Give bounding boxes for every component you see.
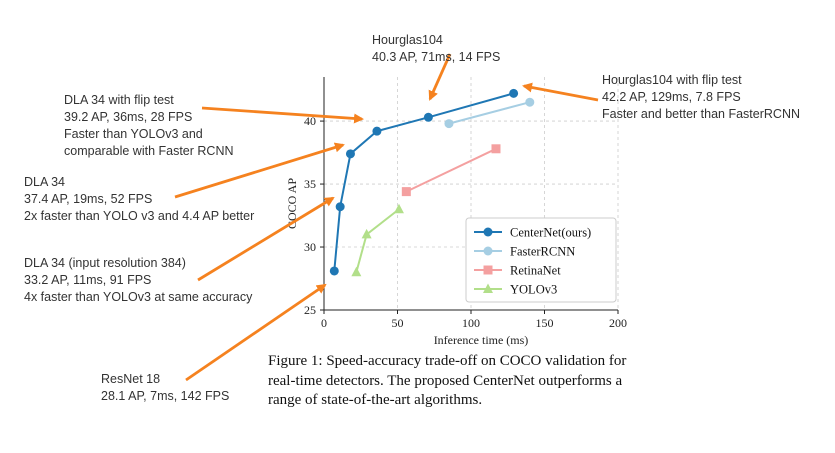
annotation-arrows bbox=[174, 53, 599, 382]
annotation-dla-flip: DLA 34 with flip test 39.2 AP, 36ms, 28 F… bbox=[64, 93, 234, 158]
data-point bbox=[372, 126, 382, 136]
annotation-line: 33.2 AP, 11ms, 91 FPS bbox=[24, 273, 151, 287]
x-tick-label: 150 bbox=[536, 316, 554, 330]
data-point bbox=[401, 187, 411, 197]
annotation-line: 2x faster than YOLO v3 and 4.4 AP better bbox=[24, 209, 254, 223]
legend-swatch-marker bbox=[483, 246, 493, 256]
annotation-line: comparable with Faster RCNN bbox=[64, 144, 234, 158]
data-point bbox=[491, 144, 501, 154]
series-line bbox=[405, 147, 497, 193]
x-tick-label: 100 bbox=[462, 316, 480, 330]
legend-label: YOLOv3 bbox=[510, 283, 557, 297]
legend-box bbox=[465, 217, 617, 303]
y-tick-label: 40 bbox=[304, 114, 316, 128]
annotation-line: Hourglas104 bbox=[372, 33, 443, 47]
annotation-line: Faster than YOLOv3 and bbox=[64, 127, 203, 141]
annotation-line: Hourglas104 with flip test bbox=[602, 73, 742, 87]
data-point bbox=[361, 228, 372, 239]
legend: CenterNet(ours) FasterRCNN RetinaNet YOLOv3 bbox=[465, 217, 617, 303]
data-point bbox=[444, 119, 454, 129]
series-yolov3 bbox=[351, 203, 404, 277]
arrow-resnet bbox=[185, 283, 327, 382]
annotation-line: 40.3 AP, 71ms, 14 FPS bbox=[372, 50, 500, 64]
series-line bbox=[333, 92, 514, 272]
annotation-line: 42.2 AP, 129ms, 7.8 FPS bbox=[602, 90, 741, 104]
x-tick-label: 50 bbox=[392, 316, 404, 330]
data-point bbox=[335, 202, 345, 212]
legend-swatch-marker bbox=[483, 283, 493, 293]
annotation-resnet: ResNet 18 28.1 AP, 7ms, 142 FPS bbox=[101, 372, 229, 403]
series-fasterrcnn bbox=[444, 97, 535, 129]
arrow-hourglass-flip bbox=[522, 82, 599, 102]
data-point bbox=[423, 112, 433, 122]
data-point bbox=[525, 97, 535, 107]
caption-line-2: real-time detectors. The proposed Center… bbox=[268, 372, 623, 389]
legend-swatch-marker bbox=[483, 227, 493, 237]
legend-label: CenterNet(ours) bbox=[510, 226, 591, 240]
data-point bbox=[351, 266, 362, 277]
figure-caption: Figure 1: Speed-accuracy trade-off on CO… bbox=[268, 352, 808, 411]
annotation-hourglass: Hourglas104 40.3 AP, 71ms, 14 FPS bbox=[372, 33, 500, 64]
annotation-line: 4x faster than YOLOv3 at same accuracy bbox=[24, 290, 253, 304]
data-point bbox=[393, 203, 404, 214]
series-line bbox=[448, 101, 531, 125]
caption-line-3: range of state-of-the-art algorithms. bbox=[268, 392, 483, 408]
series-line bbox=[355, 208, 400, 273]
annotation-line: DLA 34 (input resolution 384) bbox=[24, 256, 186, 270]
x-tick-label: 200 bbox=[609, 316, 627, 330]
data-point bbox=[329, 266, 339, 276]
y-tick-label: 35 bbox=[304, 177, 316, 191]
annotation-line: 37.4 AP, 19ms, 52 FPS bbox=[24, 192, 152, 206]
arrow-dla-384 bbox=[197, 196, 335, 282]
x-axis-label: Inference time (ms) bbox=[434, 333, 529, 347]
caption-line-1: Figure 1: Speed-accuracy trade-off on CO… bbox=[268, 353, 627, 369]
annotation-line: DLA 34 bbox=[24, 175, 65, 189]
annotation-line: 39.2 AP, 36ms, 28 FPS bbox=[64, 110, 192, 124]
annotation-dla: DLA 34 37.4 AP, 19ms, 52 FPS 2x faster tha… bbox=[24, 175, 254, 223]
series-retinanet bbox=[401, 144, 501, 197]
legend-swatch-marker bbox=[483, 265, 493, 275]
annotation-hourglass-flip: Hourglas104 with flip test 42.2 AP, 129ms… bbox=[602, 73, 800, 121]
plot-area: 0 50 100 150 200 25 30 35 40 Inference time (ms) C… bbox=[285, 77, 627, 347]
annotation-line: 28.1 AP, 7ms, 142 FPS bbox=[101, 389, 229, 403]
data-point bbox=[345, 149, 355, 159]
arrow-hourglass bbox=[428, 53, 452, 101]
annotation-dla-384: DLA 34 (input resolution 384) 33.2 AP, 11… bbox=[24, 256, 253, 304]
legend-label: FasterRCNN bbox=[510, 245, 575, 259]
y-axis-label: COCO AP bbox=[285, 178, 299, 229]
annotation-line: DLA 34 with flip test bbox=[64, 93, 174, 107]
y-tick-label: 30 bbox=[304, 240, 316, 254]
arrow-dla-flip bbox=[201, 106, 364, 124]
series-centernet-ours- bbox=[329, 88, 519, 276]
annotation-line: Faster and better than FasterRCNN bbox=[602, 107, 800, 121]
annotation-line: ResNet 18 bbox=[101, 372, 160, 386]
y-tick-label: 25 bbox=[304, 303, 316, 317]
data-point bbox=[509, 88, 519, 98]
legend-label: RetinaNet bbox=[510, 264, 561, 278]
arrow-dla bbox=[174, 142, 345, 199]
x-tick-label: 0 bbox=[321, 316, 327, 330]
